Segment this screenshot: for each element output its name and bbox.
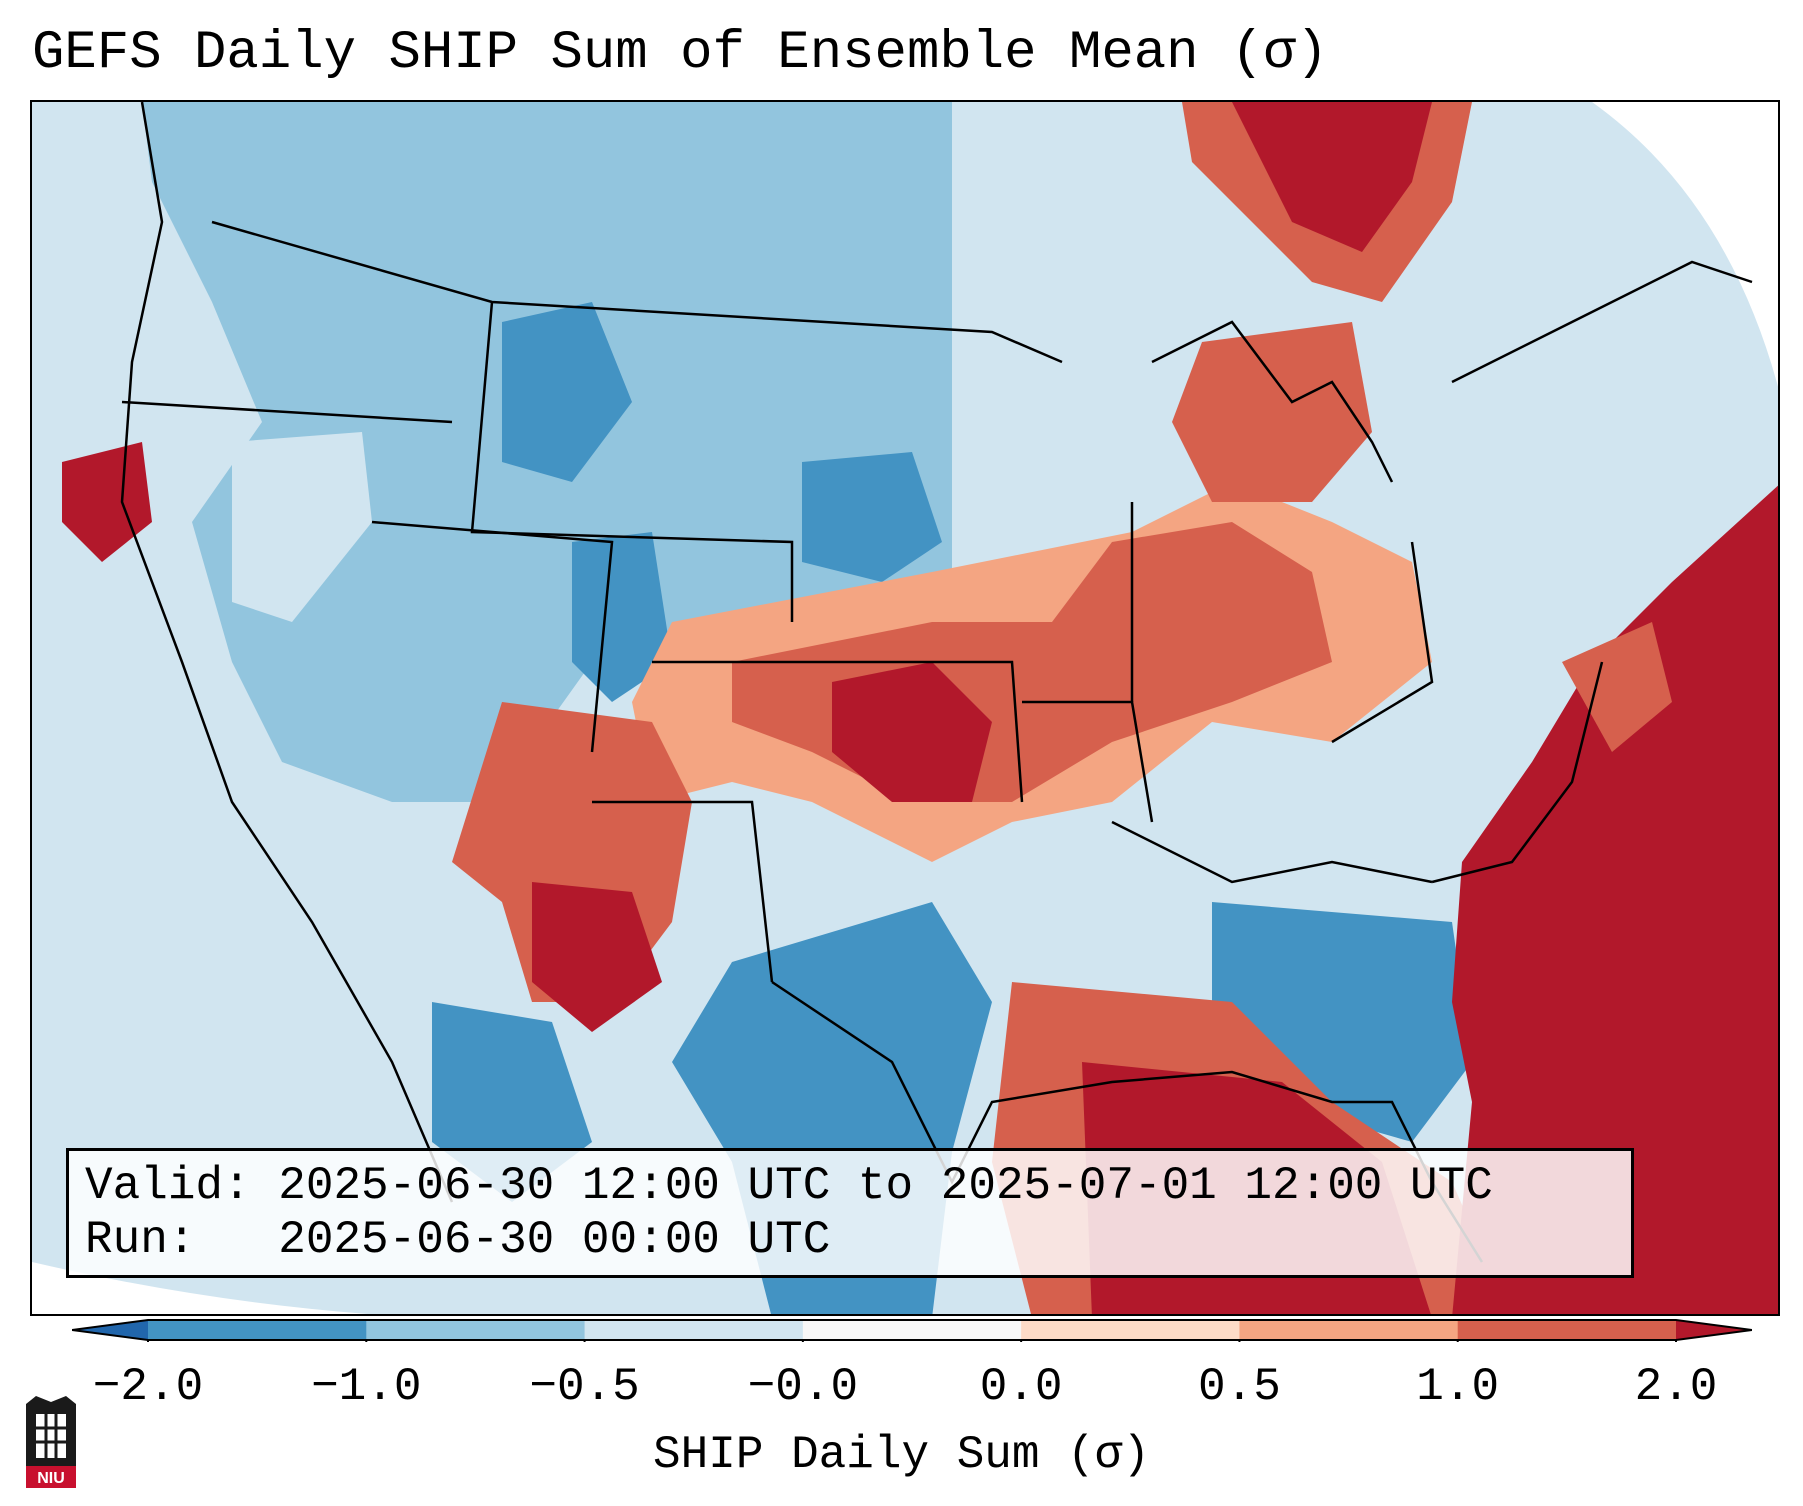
colorbar-tick-label: −0.0 xyxy=(747,1361,859,1413)
colorbar-bin xyxy=(1457,1320,1677,1340)
niu-logo: NIU xyxy=(26,1396,76,1488)
colorbar-bin xyxy=(1021,1320,1240,1340)
west-coast-line xyxy=(120,102,454,1203)
border-oregon xyxy=(121,400,453,424)
chart-title: GEFS Daily SHIP Sum of Ensemble Mean (σ) xyxy=(32,23,1329,84)
region-atlantic-edge xyxy=(1562,622,1672,752)
border-wyoming xyxy=(470,301,794,622)
border-kansas xyxy=(652,660,1024,803)
region-oklahoma-strong-positive xyxy=(832,662,992,802)
map-panel xyxy=(30,100,1780,1316)
boundaries xyxy=(120,102,1753,1263)
great-lakes-outline xyxy=(1151,320,1394,483)
region-oregon-coast-positive xyxy=(62,442,152,562)
border-south xyxy=(1111,820,1433,884)
colorbar-bin xyxy=(802,1320,1022,1340)
projection-edge-sw xyxy=(32,1262,368,1314)
colorbar-tick-label: −1.0 xyxy=(311,1361,422,1413)
map-field xyxy=(32,102,1778,1314)
colorbar xyxy=(72,1319,1752,1342)
region-atlantic-strong-positive xyxy=(1452,485,1778,1314)
colorbar-bin xyxy=(148,1320,367,1340)
valid-time-text: Valid: 2025-06-30 12:00 UTC to 2025-07-0… xyxy=(85,1160,1493,1212)
valid-run-info-box: Valid: 2025-06-30 12:00 UTC to 2025-07-0… xyxy=(66,1148,1634,1278)
run-time-text: Run: 2025-06-30 00:00 UTC xyxy=(85,1214,831,1266)
region-nebraska-strong-negative xyxy=(802,452,942,582)
region-great-basin-weak xyxy=(232,432,372,622)
border-utah xyxy=(371,520,614,753)
border-ohio xyxy=(1331,541,1434,744)
logo-banner xyxy=(26,1466,76,1488)
colorbar-tick-label: 1.0 xyxy=(1416,1361,1500,1413)
colorbar-tick-label: 0.0 xyxy=(979,1361,1063,1413)
colorbar-tick-label: 0.5 xyxy=(1198,1361,1281,1413)
region-montana-strong-negative xyxy=(502,302,632,482)
projection-edge-ne xyxy=(1592,102,1778,387)
colorbar-over-triangle xyxy=(1676,1320,1752,1340)
border-northeast xyxy=(1451,260,1753,384)
colorbar-label: SHIP Daily Sum (σ) xyxy=(653,1429,1150,1481)
colorbar-under-triangle xyxy=(72,1320,148,1340)
colorbar-tick-label: −2.0 xyxy=(92,1361,204,1413)
colorbar-bin xyxy=(584,1320,804,1340)
colorbar-bin xyxy=(366,1320,586,1340)
border-east-coast xyxy=(1431,661,1604,884)
region-michigan-positive xyxy=(1172,322,1372,502)
colorbar-bin xyxy=(1239,1320,1459,1340)
gulf-coastline xyxy=(771,980,1484,1263)
colorbar-tick-label: 2.0 xyxy=(1634,1361,1718,1413)
region-colorado-strong-negative xyxy=(572,532,672,702)
colorbar-tick-label: −0.5 xyxy=(529,1361,640,1413)
logo-text: NIU xyxy=(37,1470,65,1487)
region-west-texas-strong-positive xyxy=(532,882,662,1032)
border-canada xyxy=(211,220,1063,364)
border-new-mexico xyxy=(592,800,774,983)
region-ontario-strong-positive xyxy=(1232,102,1432,252)
